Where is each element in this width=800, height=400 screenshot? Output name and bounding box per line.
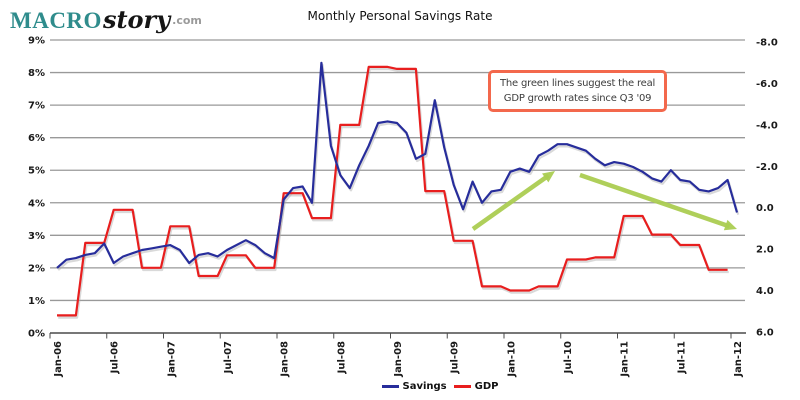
y-left-tick-label: 4% (28, 198, 45, 209)
savings-line-swatch (381, 385, 399, 388)
trend-arrow-head (723, 219, 737, 231)
legend: Savings GDP (0, 381, 800, 392)
trend-arrow-line (471, 173, 550, 231)
y-left-tick-label: 7% (28, 101, 45, 112)
annotation-box: The green lines suggest the real GDP gro… (488, 70, 668, 112)
legend-label-savings: Savings (402, 381, 447, 392)
y-right-tick-label: 4.0 (756, 286, 774, 297)
gdp-line (57, 65, 728, 317)
y-left-tick-label: 0% (28, 329, 45, 340)
y-right-tick-label: 2.0 (756, 245, 774, 256)
y-left-tick-label: 3% (28, 231, 45, 242)
x-tick-label: Jan-11 (620, 341, 631, 378)
x-tick-label: Jan-06 (53, 341, 64, 378)
x-tick-label: Jul-09 (450, 341, 461, 374)
y-right-tick-label: -4.0 (756, 120, 778, 131)
macrostory-logo[interactable]: MACROstory .com (10, 5, 202, 34)
y-left-tick-label: 8% (28, 68, 45, 79)
x-tick-label: Jan-08 (280, 341, 291, 378)
logo-macro-text: MACRO (10, 8, 102, 33)
y-right-tick-label: 0.0 (756, 203, 774, 214)
y-left-tick-label: 5% (28, 166, 45, 177)
x-tick-label: Jan-09 (393, 341, 404, 378)
x-tick-label: Jan-10 (506, 341, 517, 378)
gdp-line-swatch (453, 385, 471, 388)
x-tick-label: Jan-07 (166, 341, 177, 378)
trend-arrow-head (542, 171, 555, 183)
y-right-tick-label: 6.0 (756, 327, 774, 338)
annotation-line-1: The green lines suggest the real (500, 78, 656, 89)
y-left-tick-label: 1% (28, 296, 45, 307)
x-tick-label: Jul-06 (110, 341, 121, 374)
logo-tld-text: .com (172, 14, 202, 27)
y-left-tick-label: 9% (28, 35, 45, 46)
y-right-tick-label: -6.0 (756, 79, 778, 90)
x-tick-label: Jul-10 (563, 341, 574, 374)
y-left-tick-label: 6% (28, 133, 45, 144)
x-tick-label: Jul-11 (676, 341, 687, 374)
chart-title: Monthly Personal Savings Rate (307, 9, 493, 23)
savings-line (56, 61, 739, 269)
annotation-line-2: GDP growth rates since Q3 '09 (503, 93, 652, 104)
gdp-line-shadow (58, 68, 729, 319)
x-tick-label: Jan-12 (733, 341, 744, 378)
trend-arrow-line (579, 172, 731, 229)
legend-item-gdp: GDP (453, 381, 499, 392)
y-right-tick-label: -2.0 (756, 162, 778, 173)
y-left-tick-label: 2% (28, 263, 45, 274)
legend-item-savings: Savings (381, 381, 447, 392)
x-tick-label: Jul-07 (223, 341, 234, 374)
logo-story-text: story (102, 5, 171, 34)
legend-label-gdp: GDP (474, 381, 499, 392)
x-tick-label: Jul-08 (336, 341, 347, 374)
y-right-tick-label: -8.0 (756, 38, 778, 49)
